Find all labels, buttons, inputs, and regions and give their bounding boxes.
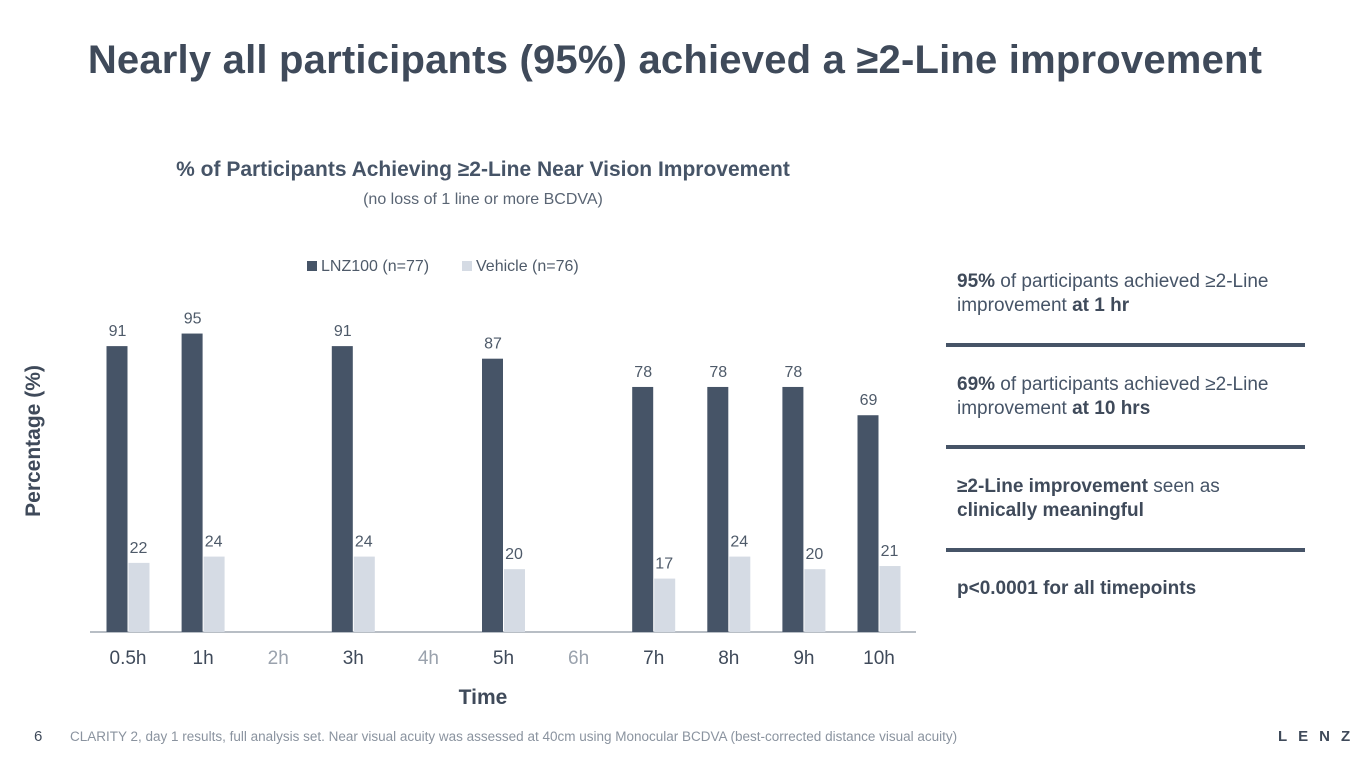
- data-label-lnz100: 91: [334, 323, 352, 340]
- bar-lnz100: [707, 386, 729, 632]
- bar-vehicle: [203, 556, 225, 632]
- data-label-lnz100: 78: [785, 364, 803, 381]
- chart-title: % of Participants Achieving ≥2-Line Near…: [176, 158, 790, 181]
- bar-lnz100: [782, 386, 804, 632]
- data-label-vehicle: 20: [505, 546, 523, 563]
- key-finding-2: 69% of participants achieved ≥2-Line imp…: [957, 373, 1287, 421]
- key-finding-3-text: seen as: [1147, 476, 1220, 497]
- key-finding-4-strong: p<0.0001 for all timepoints: [957, 578, 1197, 599]
- x-tick-label: 9h: [793, 648, 814, 669]
- bar-vehicle: [128, 562, 150, 632]
- x-tick-label: 0.5h: [110, 648, 147, 669]
- legend-label-lnz100: LNZ100 (n=77): [321, 258, 429, 275]
- x-tick-label: 8h: [718, 648, 739, 669]
- bar-lnz100: [181, 333, 203, 632]
- key-finding-1-text: of participants achieved ≥2-Line improve…: [957, 271, 1269, 316]
- key-finding-1-strong-b: at 1 hr: [1072, 295, 1130, 316]
- lenz-logo: LENZ: [1278, 728, 1362, 745]
- divider: [946, 445, 1305, 449]
- bar-lnz100: [482, 358, 503, 632]
- bar-vehicle: [729, 556, 751, 632]
- chart-subtitle: (no loss of 1 line or more BCDVA): [363, 191, 603, 208]
- data-label-vehicle: 22: [130, 540, 148, 557]
- data-label-lnz100: 78: [709, 364, 727, 381]
- key-finding-3: ≥2-Line improvement seen as clinically m…: [957, 475, 1287, 523]
- bar-lnz100: [857, 415, 879, 632]
- bar-vehicle: [504, 569, 525, 632]
- data-label-lnz100: 95: [184, 311, 202, 328]
- x-tick-label: 7h: [643, 648, 664, 669]
- bar-lnz100: [106, 346, 128, 632]
- key-finding-4: p<0.0001 for all timepoints: [957, 577, 1287, 601]
- data-label-vehicle: 24: [355, 534, 373, 551]
- data-label-vehicle: 20: [806, 546, 824, 563]
- key-finding-2-strong-b: at 10 hrs: [1072, 398, 1151, 419]
- data-label-lnz100: 69: [860, 392, 878, 409]
- data-label-lnz100: 91: [109, 323, 127, 340]
- x-axis-title: Time: [459, 686, 508, 709]
- key-finding-1-strong-a: 95%: [957, 271, 996, 292]
- data-label-vehicle: 24: [730, 534, 748, 551]
- x-tick-label: 4h: [418, 648, 439, 669]
- x-tick-label: 1h: [193, 648, 214, 669]
- bar-vehicle: [353, 556, 375, 632]
- x-tick-label: 5h: [493, 648, 514, 669]
- divider: [946, 548, 1305, 552]
- data-label-vehicle: 21: [881, 543, 899, 560]
- footnote: CLARITY 2, day 1 results, full analysis …: [70, 729, 958, 744]
- key-finding-2-text: of participants achieved ≥2-Line improve…: [957, 374, 1269, 419]
- legend-label-vehicle: Vehicle (n=76): [476, 258, 579, 275]
- x-tick-label: 2h: [268, 648, 289, 669]
- divider: [946, 343, 1305, 347]
- x-tick-label: 3h: [343, 648, 364, 669]
- x-tick-label: 10h: [863, 648, 895, 669]
- bar-vehicle: [879, 566, 901, 632]
- data-label-lnz100: 87: [484, 336, 502, 353]
- x-tick-label: 6h: [568, 648, 589, 669]
- key-finding-2-strong-a: 69%: [957, 374, 996, 395]
- bar-vehicle: [804, 569, 826, 632]
- bar-vehicle: [654, 578, 676, 632]
- slide-title: Nearly all participants (95%) achieved a…: [87, 38, 1263, 82]
- y-axis-title: Percentage (%): [22, 365, 45, 517]
- legend-swatch-lnz100: [307, 261, 317, 271]
- key-finding-3-strong-b: clinically meaningful: [957, 500, 1144, 521]
- data-label-vehicle: 17: [655, 556, 673, 573]
- legend-swatch-vehicle: [462, 261, 472, 271]
- key-finding-3-strong-a: ≥2-Line improvement: [957, 476, 1148, 497]
- bar-lnz100: [331, 346, 353, 632]
- data-label-lnz100: 78: [634, 364, 652, 381]
- bar-lnz100: [632, 386, 654, 632]
- page-number: 6: [34, 728, 43, 745]
- data-label-vehicle: 24: [205, 534, 223, 551]
- key-finding-1: 95% of participants achieved ≥2-Line imp…: [957, 270, 1287, 318]
